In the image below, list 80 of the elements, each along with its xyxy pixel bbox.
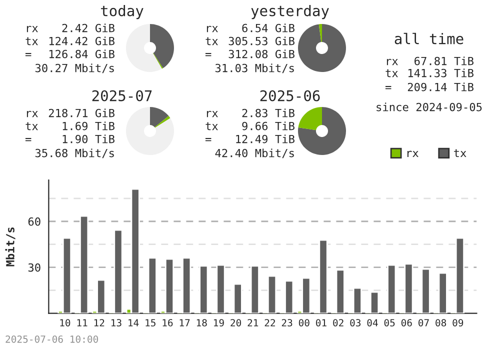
- x-tick-label: 15: [146, 319, 156, 326]
- text: =: [25, 138, 32, 142]
- donut-slice: [150, 24, 174, 68]
- text: 2025-07-06 10:00: [6, 335, 98, 343]
- text: =: [205, 138, 212, 142]
- text: rx: [26, 110, 38, 118]
- x-tick-label: 10: [60, 319, 70, 326]
- text: rx: [206, 26, 218, 32]
- legend-label: rx: [407, 150, 418, 158]
- chart-title: 2025-06: [260, 90, 320, 102]
- chart-title: 2025-07: [92, 90, 152, 102]
- text: 6.54 GiB: [242, 24, 294, 32]
- text: 2.42 GiB: [62, 24, 114, 32]
- x-tick-label: 21: [248, 319, 258, 326]
- donut-slice: [126, 107, 174, 155]
- text: rx: [206, 110, 218, 118]
- text: since 2024-09-05: [376, 102, 482, 112]
- text: 312.08 GiB: [228, 50, 294, 58]
- x-tick-label: 16: [162, 319, 173, 326]
- y-axis-title: Mbit/s: [5, 227, 16, 266]
- text: tx: [26, 37, 38, 46]
- donut-slice: [318, 24, 322, 42]
- text: 12.49 TiB: [236, 134, 294, 144]
- text: =: [205, 53, 212, 56]
- x-tick-label: 00: [298, 319, 310, 326]
- x-tick-label: 20: [230, 319, 242, 326]
- donut-slice: [298, 107, 322, 130]
- donut-slice: [298, 107, 346, 155]
- text: 305.53 GiB: [228, 36, 294, 46]
- text: 1.69 TiB: [62, 122, 114, 130]
- text: all time: [394, 32, 464, 44]
- text: tx: [386, 69, 398, 78]
- text: rx: [26, 26, 38, 32]
- donut-slice: [126, 24, 162, 72]
- x-tick-label: 11: [77, 319, 88, 326]
- text: 209.14 TiB: [408, 82, 474, 92]
- x-tick-label: 14: [128, 319, 139, 326]
- donut-slice: [154, 116, 170, 128]
- donut-slice: [298, 24, 346, 72]
- x-tick-label: 01: [316, 319, 326, 326]
- text: 9.66 TiB: [242, 122, 294, 130]
- x-tick-label: 08: [436, 319, 446, 326]
- x-tick-label: 09: [452, 319, 464, 326]
- text: =: [25, 53, 32, 56]
- x-tick-label: 17: [180, 319, 190, 326]
- x-tick-label: 12: [94, 319, 104, 326]
- text: 42.40 Mbit/s: [215, 148, 294, 158]
- x-tick-label: 23: [282, 319, 292, 326]
- text: 126.84 GiB: [49, 50, 114, 58]
- text: rx: [386, 58, 398, 66]
- text: 31.03 Mbit/s: [215, 64, 294, 74]
- legend-label: tx: [454, 149, 466, 158]
- chart-title: today: [100, 4, 144, 20]
- donut-slice: [150, 107, 169, 128]
- text: 124.42 GiB: [49, 36, 114, 46]
- x-tick-label: 19: [214, 319, 224, 326]
- donut-slice: [152, 53, 163, 69]
- text: 218.71 GiB: [48, 108, 114, 118]
- x-tick-label: 04: [367, 319, 378, 326]
- x-tick-label: 02: [333, 319, 344, 326]
- x-tick-label: 22: [264, 319, 275, 326]
- text: 2.83 TiB: [242, 108, 294, 118]
- text: 1.90 TiB: [62, 134, 114, 144]
- text: 30.27 Mbit/s: [35, 64, 114, 74]
- chart-title: yesterday: [251, 4, 329, 20]
- x-tick-label: 06: [401, 319, 412, 326]
- text: tx: [206, 37, 218, 46]
- x-tick-label: 05: [384, 319, 395, 326]
- x-tick-label: 18: [196, 319, 207, 326]
- y-tick-label: 30: [28, 263, 40, 272]
- text: tx: [206, 122, 218, 130]
- x-tick-label: 13: [112, 319, 122, 326]
- x-tick-label: 07: [418, 319, 429, 326]
- text: 67.81 TiB: [414, 56, 474, 66]
- x-tick-label: 03: [350, 319, 361, 326]
- text: 141.33 TiB: [408, 68, 474, 78]
- text: 35.68 Mbit/s: [35, 148, 114, 158]
- text: tx: [26, 122, 38, 130]
- text: =: [385, 86, 392, 90]
- y-tick-label: 60: [28, 217, 40, 226]
